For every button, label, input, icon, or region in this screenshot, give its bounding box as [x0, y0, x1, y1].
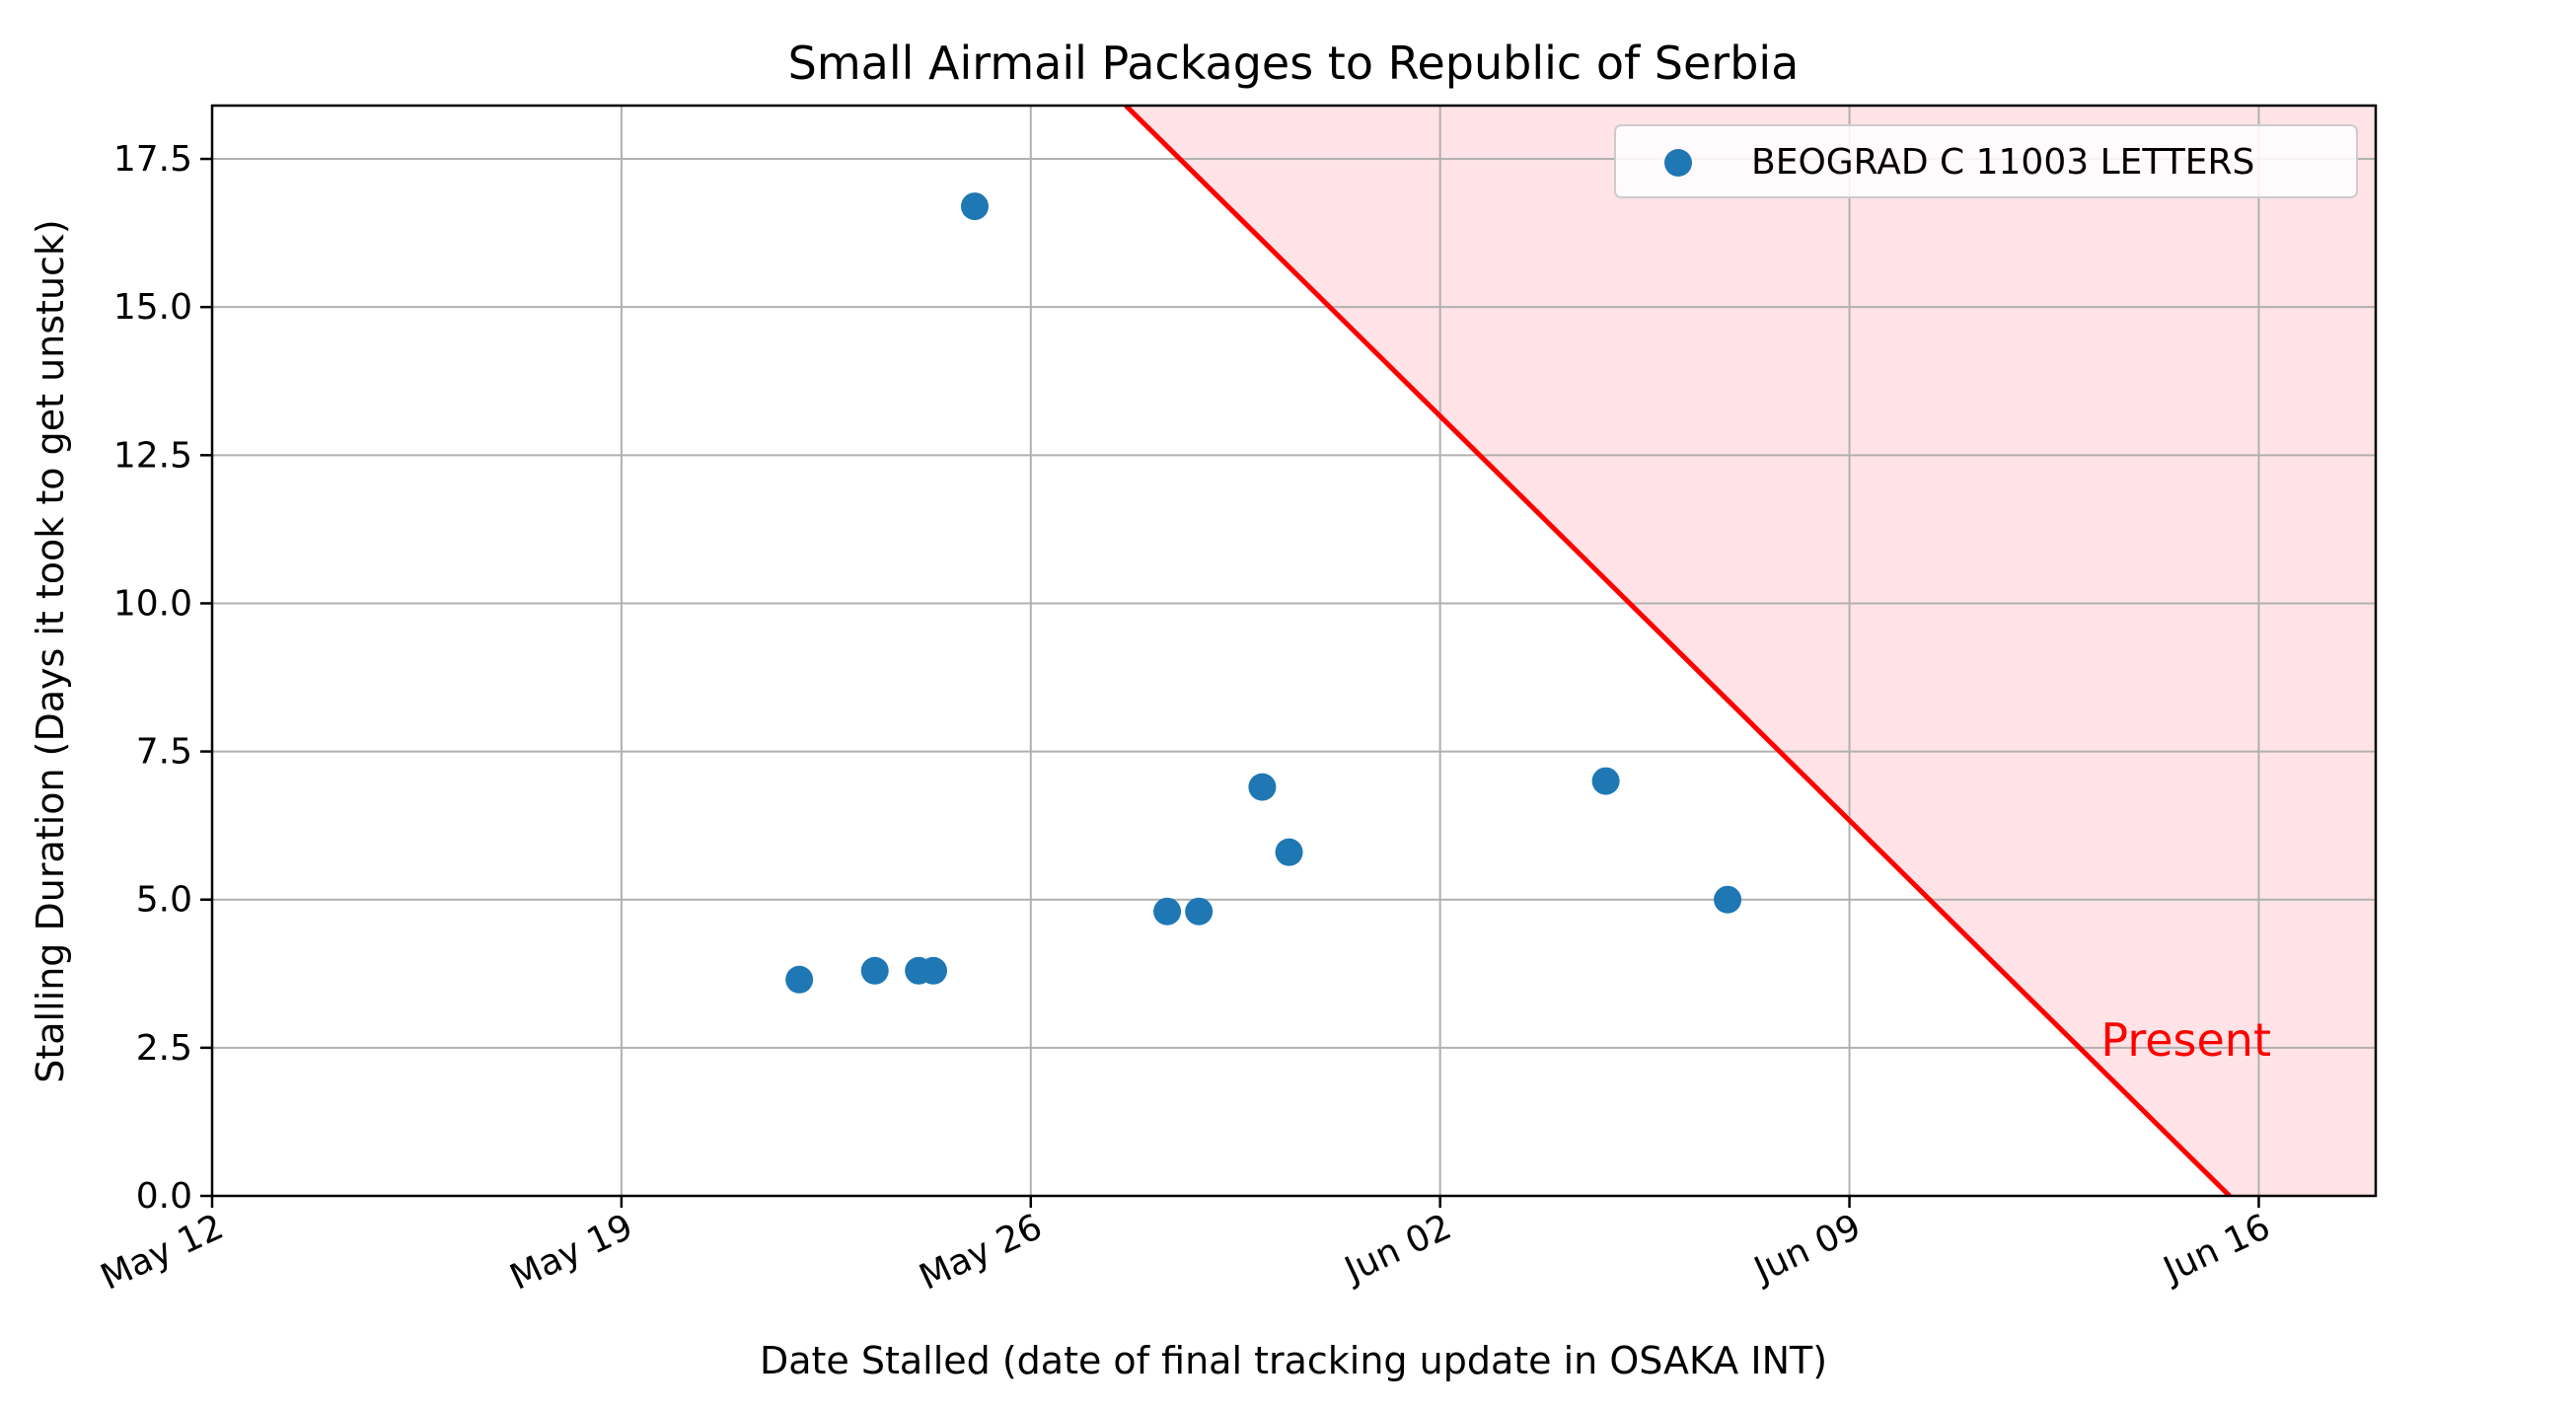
- x-axis-label: Date Stalled (date of final tracking upd…: [760, 1339, 1827, 1382]
- data-point: [920, 956, 947, 985]
- data-point: [960, 192, 989, 221]
- data-points: [785, 192, 1742, 994]
- y-tick-label: 5.0: [136, 880, 192, 921]
- present-region: [1126, 106, 2376, 1196]
- y-tick-label: 0.0: [136, 1176, 192, 1217]
- legend-series-label: BEOGRAD C 11003 LETTERS: [1751, 142, 2254, 183]
- y-tick-label: 10.0: [113, 583, 192, 624]
- data-point: [1714, 885, 1742, 914]
- y-tick-label: 2.5: [136, 1028, 192, 1069]
- present-label: Present: [2100, 1013, 2271, 1067]
- data-point: [1185, 897, 1214, 926]
- legend-box: [1614, 124, 2358, 198]
- legend: BEOGRAD C 11003 LETTERS: [1614, 124, 2358, 198]
- y-axis-label: Stalling Duration (Days it took to get u…: [29, 219, 72, 1083]
- data-point: [860, 956, 889, 985]
- plot-frame: [210, 104, 2378, 1198]
- present-line-group: [1124, 106, 2232, 1196]
- present-shaded-area: [1126, 106, 2376, 1196]
- data-point: [1275, 838, 1303, 866]
- data-point: [1591, 767, 1620, 795]
- legend-marker: [1664, 149, 1692, 177]
- y-tick-label: 15.0: [113, 287, 192, 328]
- y-tick-label: 12.5: [113, 435, 192, 476]
- y-axis-ticks: 0.0 2.5 5.0 7.5 10.0 12.5 15.0 17.5: [113, 139, 212, 1217]
- y-tick-label: 17.5: [113, 139, 192, 180]
- present-line: [1124, 106, 2232, 1196]
- data-point: [785, 965, 814, 994]
- chart-title: Small Airmail Packages to Republic of Se…: [788, 37, 1800, 90]
- data-point: [1153, 897, 1182, 926]
- y-tick-label: 7.5: [136, 732, 192, 773]
- data-point: [1248, 773, 1277, 801]
